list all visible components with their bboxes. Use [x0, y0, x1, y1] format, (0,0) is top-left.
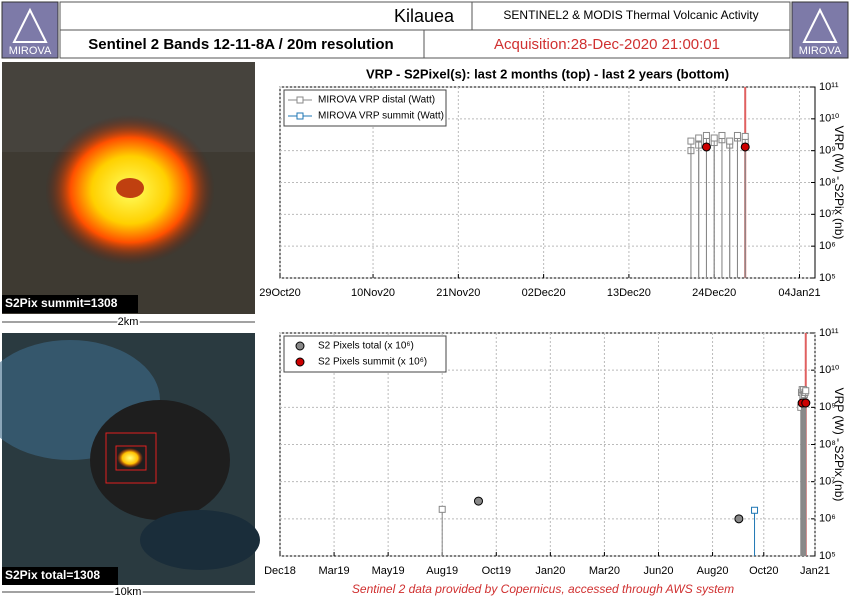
y-tick-label: 10¹¹	[819, 327, 839, 339]
x-tick-label: Oct19	[482, 565, 511, 577]
point	[734, 514, 744, 524]
y-tick-label: 10⁵	[819, 272, 836, 284]
x-tick-label: Jun20	[643, 565, 673, 577]
point	[733, 131, 741, 139]
bands: Sentinel 2 Bands 12-11-8A / 20m resoluti…	[88, 36, 393, 53]
y-tick-label: 10¹⁰	[819, 364, 840, 376]
point	[718, 131, 726, 139]
x-tick-label: Aug20	[697, 565, 729, 577]
logo-text: MIROVA	[799, 45, 842, 57]
y-tick-label: 10⁸	[819, 438, 836, 450]
legend-label: MIROVA VRP distal (Watt)	[318, 95, 435, 106]
point	[726, 137, 734, 145]
point	[741, 132, 749, 140]
point	[751, 506, 759, 514]
y-tick-label: 10⁷	[819, 208, 835, 220]
point	[695, 134, 703, 142]
label-bg	[2, 295, 138, 313]
x-tick-label: 29Oct20	[259, 287, 301, 299]
logo-text: MIROVA	[9, 45, 52, 57]
x-tick-label: Jan20	[535, 565, 565, 577]
x-tick-label: Aug19	[426, 565, 458, 577]
y-axis-label: VRP (W) - S2Pix (nb)	[832, 126, 846, 240]
legend-marker	[295, 357, 305, 367]
y-tick-label: 10⁹	[819, 401, 836, 413]
y-axis-label: VRP (W) - S2Pix (nb)	[832, 388, 846, 502]
zoom-box	[115, 445, 147, 471]
legend-label: S2 Pixels summit (x 10⁶)	[318, 357, 427, 368]
point	[687, 137, 695, 145]
y-tick-label: 10⁷	[819, 476, 835, 488]
y-tick-label: 10⁵	[819, 550, 836, 562]
legend-marker	[295, 341, 305, 351]
point	[802, 387, 810, 395]
y-tick-label: 10¹⁰	[819, 113, 840, 125]
scale-label: 2km	[118, 316, 139, 328]
x-tick-label: Mar19	[318, 565, 349, 577]
chart-title: VRP - S2Pixel(s): last 2 months (top) - …	[366, 66, 729, 81]
point	[801, 398, 811, 408]
logo-shape	[12, 7, 48, 43]
x-tick-label: 04Jan21	[778, 287, 820, 299]
header-cell	[59, 29, 791, 59]
y-tick-label: 10⁶	[819, 513, 836, 525]
image-texture	[90, 400, 230, 520]
legend-marker	[296, 96, 304, 104]
point	[710, 134, 718, 142]
hotspot-glow	[117, 448, 143, 468]
zoom-box	[105, 432, 157, 484]
x-tick-label: Oct20	[749, 565, 778, 577]
x-tick-label: 13Dec20	[607, 287, 651, 299]
x-tick-label: Jan21	[800, 565, 830, 577]
y-tick-label: 10⁹	[819, 145, 836, 157]
image-label: S2Pix total=1308	[5, 568, 100, 582]
scale-label: 10km	[115, 586, 142, 598]
x-tick-label: 02Dec20	[522, 287, 566, 299]
x-tick-label: Mar20	[589, 565, 620, 577]
point	[473, 496, 483, 506]
footer: Sentinel 2 data provided by Copernicus, …	[352, 582, 734, 596]
subtitle: SENTINEL2 & MODIS Thermal Volcanic Activ…	[503, 8, 758, 22]
x-tick-label: Dec18	[264, 565, 296, 577]
label-bg	[2, 567, 118, 585]
y-tick-label: 10⁶	[819, 240, 836, 252]
point	[740, 142, 750, 152]
legend-marker	[296, 112, 304, 120]
y-tick-label: 10⁸	[819, 176, 836, 188]
legend-label: MIROVA VRP summit (Watt)	[318, 111, 444, 122]
x-tick-label: 10Nov20	[351, 287, 395, 299]
point	[702, 131, 710, 139]
acquisition: Acquisition:28-Dec-2020 21:00:01	[494, 36, 720, 53]
logo-shape	[802, 7, 838, 43]
x-tick-label: 24Dec20	[692, 287, 736, 299]
x-tick-label: 21Nov20	[436, 287, 480, 299]
hotspot-center	[116, 178, 144, 198]
legend-box	[283, 335, 447, 373]
y-tick-label: 10¹¹	[819, 81, 839, 93]
volcano-title: Kilauea	[394, 6, 455, 26]
legend-label: S2 Pixels total (x 10⁶)	[318, 341, 414, 352]
x-tick-label: May19	[372, 565, 405, 577]
point	[438, 505, 446, 513]
image-texture	[140, 510, 260, 570]
image-label: S2Pix summit=1308	[5, 296, 118, 310]
legend-box	[283, 89, 447, 127]
point	[701, 142, 711, 152]
